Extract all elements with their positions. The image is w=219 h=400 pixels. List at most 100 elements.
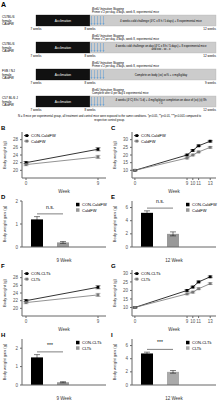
svg-text:Acclimation: Acclimation (55, 100, 72, 104)
svg-text:CaldFW: CaldFW (82, 208, 97, 213)
svg-text:CLTk: CLTk (141, 277, 150, 282)
svg-text:9: 9 (97, 319, 100, 324)
svg-text:CON-CLTk: CON-CLTk (82, 340, 101, 345)
svg-text:CON-CaldFW: CON-CaldFW (31, 133, 56, 138)
svg-text:12 weeks: 12 weeks (203, 54, 211, 58)
svg-text:CAldFW: CAldFW (8, 103, 14, 107)
svg-text:CAldFW: CAldFW (8, 22, 14, 26)
svg-text:25: 25 (123, 145, 129, 150)
svg-text:10: 10 (190, 181, 196, 186)
svg-text:9: 9 (97, 181, 100, 186)
svg-text:Primer x 2 per day, 4 days, we: Primer x 2 per day, 4 days, week 8, expe… (92, 37, 160, 41)
svg-text:CaldFW: CaldFW (31, 139, 46, 144)
svg-text:CLTk: CLTk (192, 346, 201, 351)
svg-text:24: 24 (13, 153, 19, 158)
svg-text:Acclimation: Acclimation (55, 73, 72, 77)
svg-text:1: 1 (15, 222, 18, 227)
svg-text:0: 0 (125, 383, 128, 388)
svg-text:Acclimation: Acclimation (55, 19, 72, 23)
svg-text:4: 4 (125, 356, 128, 361)
svg-text:CaldFW: CaldFW (141, 139, 156, 144)
svg-text:***: *** (47, 342, 53, 348)
svg-text:4 weeks cold challenge (4°C x: 4 weeks cold challenge (4°C x 8 h / 5 da… (120, 19, 202, 23)
svg-text:20: 20 (123, 288, 129, 293)
svg-text:CON-CaldFW: CON-CaldFW (82, 202, 107, 207)
svg-text:6: 6 (125, 343, 128, 348)
svg-text:7 weeks: 7 weeks (30, 108, 42, 112)
svg-text:Week: Week (58, 327, 70, 331)
svg-text:15: 15 (123, 160, 129, 165)
svg-text:8 weeks: 8 weeks (84, 54, 96, 58)
svg-text:20: 20 (123, 153, 129, 158)
svg-text:C: C (111, 125, 116, 131)
svg-text:22: 22 (13, 298, 19, 303)
svg-text:12 weeks: 12 weeks (203, 108, 211, 112)
svg-text:28: 28 (13, 137, 19, 142)
svg-text:13: 13 (208, 181, 211, 186)
svg-text:and xxx - xx - x: and xxx - xx - x (152, 47, 171, 51)
svg-text:30: 30 (123, 137, 129, 142)
svg-text:10: 10 (190, 319, 196, 324)
svg-text:10: 10 (123, 305, 129, 310)
svg-text:8 weeks: 8 weeks (84, 108, 96, 112)
svg-text:0: 0 (25, 319, 28, 324)
svg-text:11: 11 (196, 319, 201, 324)
svg-text:Body weight (g): Body weight (g) (112, 278, 117, 306)
svg-text:n.s.: n.s. (46, 204, 54, 210)
svg-text:12 weeks: 12 weeks (203, 27, 211, 31)
svg-text:0: 0 (134, 181, 137, 186)
svg-text:2: 2 (15, 346, 18, 351)
svg-text:Primer x 2 per day, 4 days, we: Primer x 2 per day, 4 days, week 8, expe… (92, 64, 160, 68)
svg-text:Body weight gain (g): Body weight gain (g) (112, 343, 117, 380)
svg-text:CON-CLTk: CON-CLTk (31, 271, 50, 276)
svg-text:Body weight (g): Body weight (g) (112, 140, 117, 168)
svg-text:***: *** (157, 339, 163, 345)
svg-text:/ 5: / 5 (159, 101, 163, 105)
svg-text:20: 20 (13, 306, 19, 311)
svg-text:Week: Week (168, 189, 180, 193)
svg-text:CON-CaldFW: CON-CaldFW (141, 133, 166, 138)
svg-text:0: 0 (15, 245, 18, 250)
svg-text:Acclimation: Acclimation (55, 46, 72, 50)
svg-text:9 weeks: 9 weeks (205, 81, 211, 85)
svg-text:9: 9 (186, 319, 189, 324)
svg-text:G: G (111, 263, 116, 269)
svg-text:CON-CLTk: CON-CLTk (141, 271, 160, 276)
svg-text:22: 22 (13, 160, 19, 165)
svg-text:Body weight gain (g): Body weight gain (g) (112, 205, 117, 242)
svg-text:4: 4 (125, 218, 128, 223)
svg-text:E: E (111, 194, 115, 200)
svg-text:15: 15 (123, 297, 129, 302)
svg-text:Primer x 2 per day, 4 days, we: Primer x 2 per day, 4 days, week 8, expe… (92, 10, 160, 14)
svg-text:0: 0 (134, 319, 137, 324)
svg-text:1: 1 (15, 364, 18, 369)
svg-text:9: 9 (186, 181, 189, 186)
svg-text:7 weeks: 7 weeks (30, 81, 42, 85)
svg-text:CLTk: CLTk (31, 277, 40, 282)
svg-text:I: I (111, 332, 113, 338)
svg-text:13: 13 (208, 319, 211, 324)
svg-text:11: 11 (196, 181, 201, 186)
svg-text:9 Week: 9 Week (56, 258, 72, 262)
svg-text:20: 20 (13, 168, 19, 173)
svg-text:26: 26 (13, 283, 19, 288)
svg-text:26: 26 (13, 145, 19, 150)
svg-text:24: 24 (13, 291, 19, 296)
svg-text:2: 2 (125, 369, 128, 374)
svg-text:CAldFW: CAldFW (8, 76, 14, 80)
svg-text:28: 28 (13, 275, 19, 280)
svg-text:6: 6 (125, 205, 128, 210)
svg-text:CAldFW: CAldFW (8, 49, 14, 53)
svg-text:2: 2 (125, 231, 128, 236)
svg-text:9 Week: 9 Week (56, 396, 72, 400)
svg-text:respective control group.: respective control group. (94, 118, 125, 122)
svg-text:CON-CLTk: CON-CLTk (192, 340, 211, 345)
svg-text:CaldFW: CaldFW (192, 208, 207, 213)
svg-text:Week: Week (168, 327, 180, 331)
svg-text:Complete after 4 per day 4 exp: Complete after 4 per day 4 experimental … (92, 91, 149, 95)
svg-text:Week: Week (58, 189, 70, 193)
svg-text:12 Week: 12 Week (165, 396, 183, 400)
svg-text:CLTk: CLTk (82, 346, 91, 351)
svg-text:0: 0 (15, 383, 18, 388)
svg-text:2: 2 (15, 199, 18, 204)
